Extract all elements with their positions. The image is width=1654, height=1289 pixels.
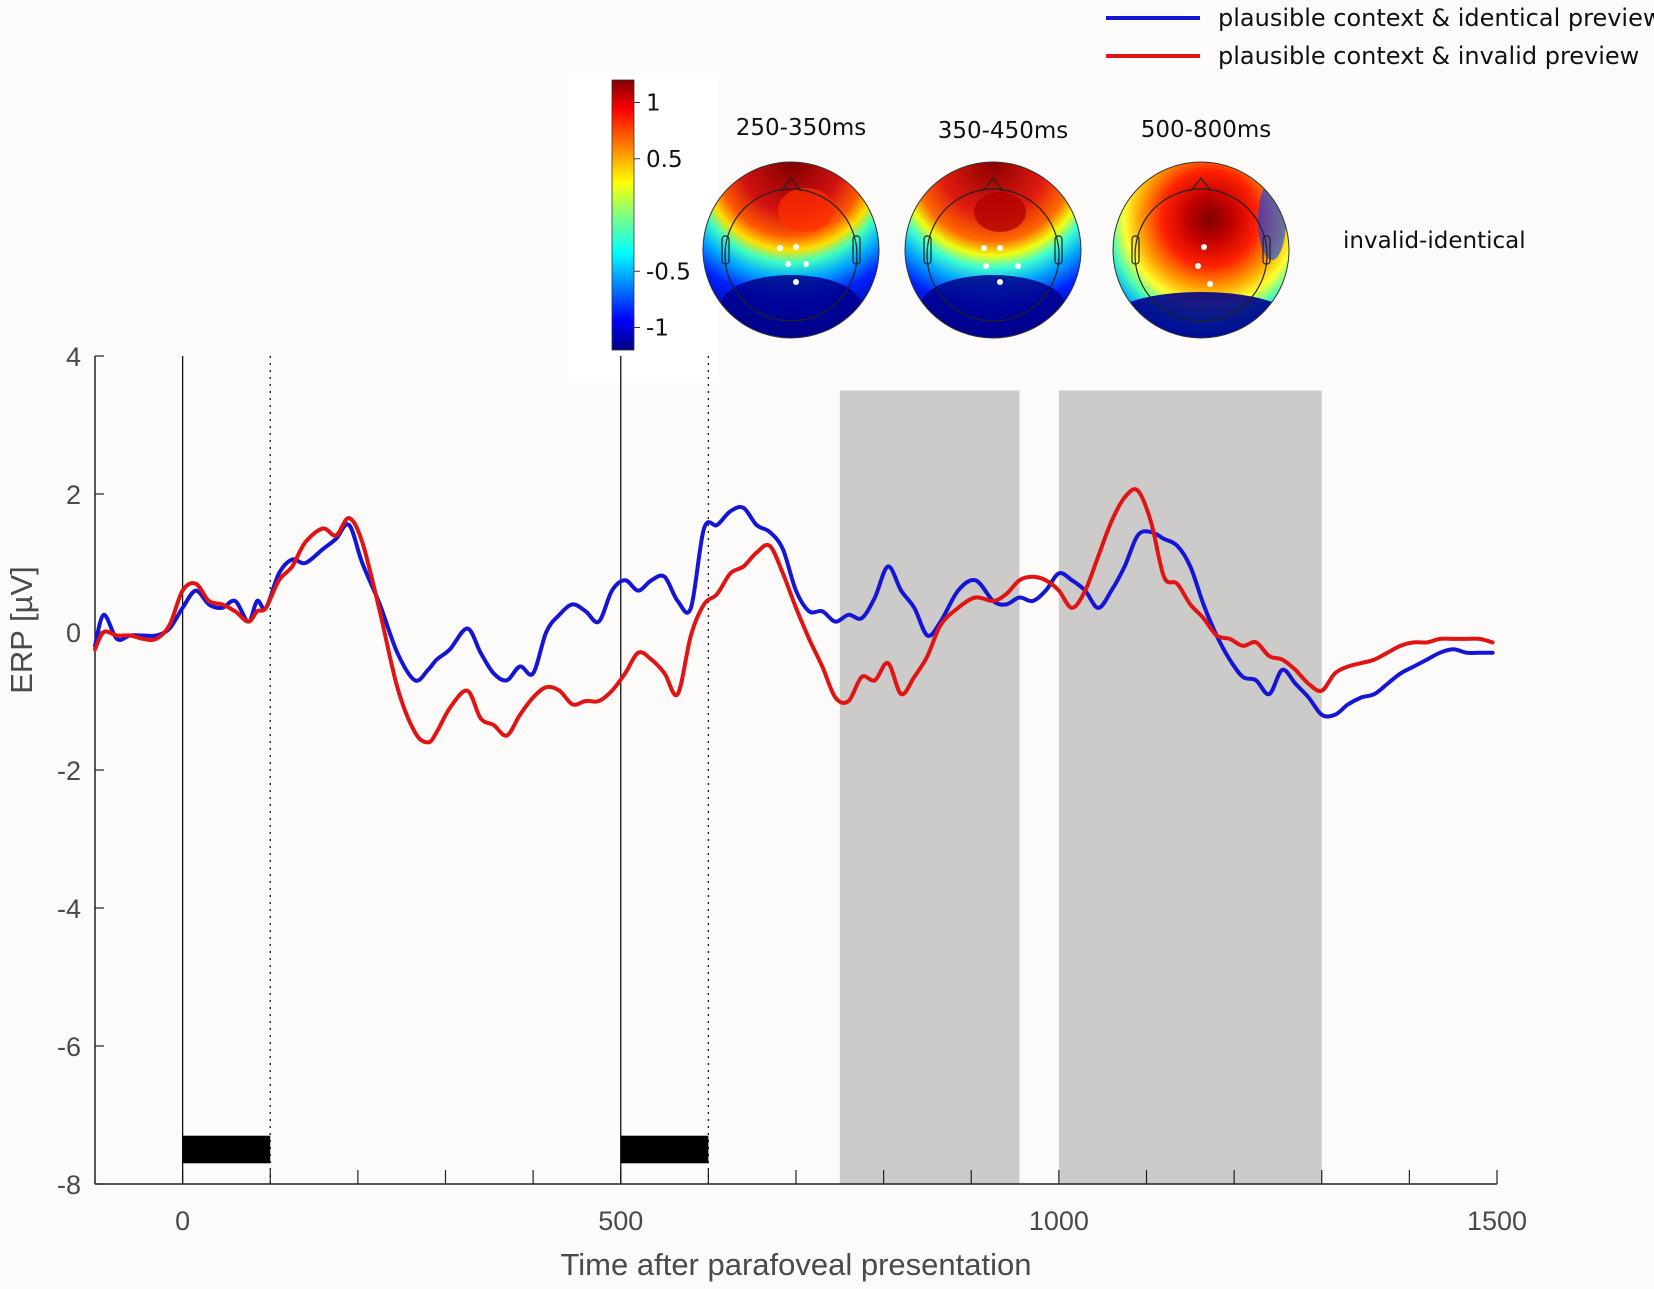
legend-label-identical: plausible context & identical preview	[1218, 4, 1654, 32]
topomap-title-3: 500-800ms	[1141, 117, 1272, 143]
stimulus-bar-1	[182, 1135, 271, 1164]
y-tick-label: 4	[66, 342, 81, 372]
y-axis-label: ERP [µV]	[4, 566, 39, 694]
significant-window-1	[839, 390, 1020, 1184]
colorbar-tick-label: -0.5	[646, 259, 691, 285]
x-tick-label: 0	[175, 1206, 190, 1236]
colorbar-tick-label: 1	[646, 91, 661, 117]
inset-panel	[568, 73, 718, 383]
y-tick-label: -4	[57, 894, 81, 924]
topomap-title-1: 250-350ms	[736, 115, 867, 141]
topomap-250-350	[702, 161, 880, 339]
event-lines	[181, 356, 710, 1184]
topomaps: 250-350ms 350-450ms 500-800ms	[702, 115, 1526, 339]
topomap-condition-label: invalid-identical	[1343, 228, 1526, 254]
significant-windows	[839, 390, 1322, 1184]
y-tick-label: -2	[57, 756, 81, 786]
topomap-title-2: 350-450ms	[938, 118, 1069, 144]
colorbar-tick-label: -1	[646, 316, 669, 342]
x-tick-label: 1000	[1029, 1206, 1089, 1236]
significant-window-2	[1058, 390, 1322, 1184]
series-identical-preview	[93, 504, 1495, 719]
y-tick-label: -8	[57, 1170, 81, 1200]
x-ticks: 0 500 1000 1500	[175, 1170, 1527, 1236]
legend: plausible context & identical preview pl…	[1106, 4, 1654, 70]
x-tick-label: 500	[598, 1206, 643, 1236]
legend-label-invalid: plausible context & invalid preview	[1218, 42, 1639, 70]
colorbar-ticks: 1 0.5 -0.5 -1	[634, 91, 691, 342]
topomap-500-800	[1112, 161, 1290, 339]
y-ticks: 4 2 0 -2 -4 -6 -8	[57, 342, 104, 1200]
y-tick-label: -6	[57, 1032, 81, 1062]
series-invalid-preview	[93, 487, 1495, 745]
x-tick-label: 1500	[1467, 1206, 1527, 1236]
y-tick-label: 0	[66, 618, 81, 648]
colorbar: 1 0.5 -0.5 -1	[611, 79, 691, 351]
y-tick-label: 2	[66, 480, 81, 510]
topomap-350-450	[904, 161, 1082, 339]
stimulus-bars	[182, 1135, 709, 1164]
colorbar-tick-label: 0.5	[646, 147, 683, 173]
stimulus-bar-2	[620, 1135, 709, 1164]
colorbar-gradient	[611, 79, 635, 351]
erp-series	[93, 487, 1495, 745]
x-axis-label: Time after parafoveal presentation	[561, 1247, 1032, 1282]
